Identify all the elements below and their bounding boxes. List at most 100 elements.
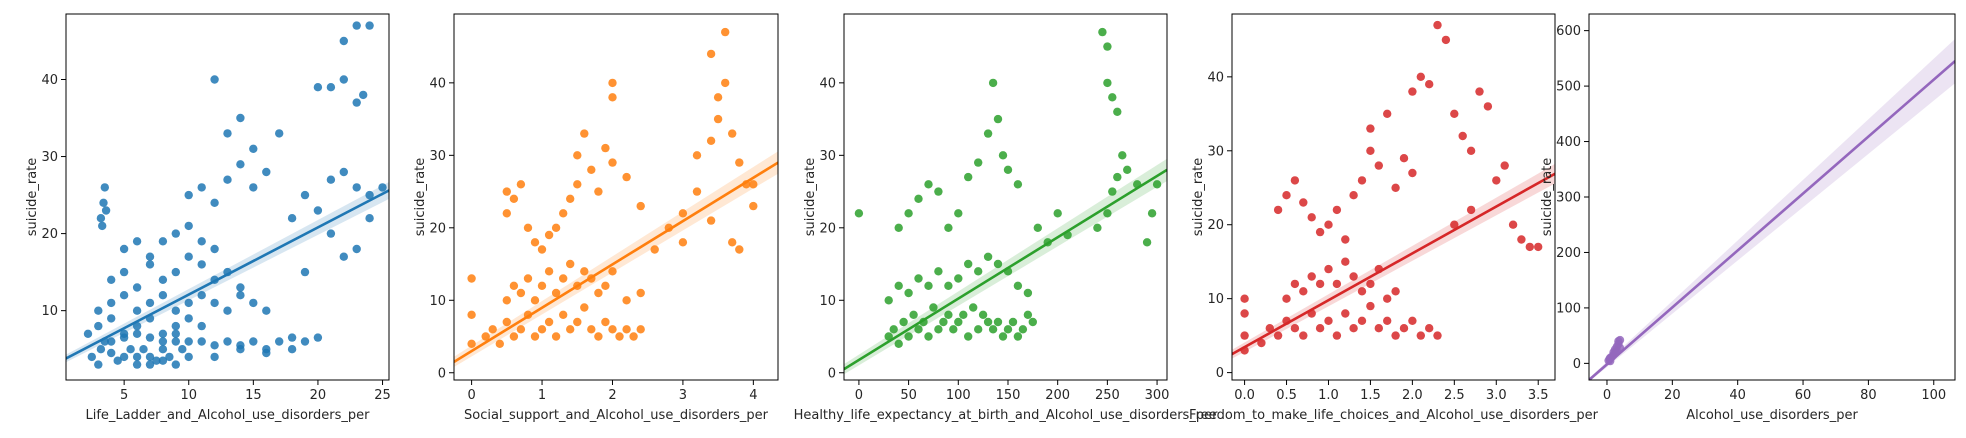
y-tick-label: 400 bbox=[1556, 135, 1581, 150]
data-point bbox=[964, 172, 973, 182]
data-point bbox=[636, 325, 645, 334]
data-point bbox=[171, 337, 180, 346]
data-point bbox=[1113, 172, 1122, 182]
data-point bbox=[749, 201, 758, 211]
data-point bbox=[119, 267, 129, 277]
data-point bbox=[544, 230, 554, 240]
data-point bbox=[735, 158, 744, 167]
data-point bbox=[993, 259, 1003, 269]
data-point bbox=[929, 303, 938, 312]
y-axis-label: suicide_rate bbox=[1191, 158, 1206, 237]
data-point bbox=[1282, 191, 1291, 200]
data-point bbox=[502, 296, 511, 305]
data-point bbox=[502, 187, 511, 196]
data-point bbox=[359, 90, 368, 100]
data-point bbox=[1307, 272, 1316, 281]
data-point bbox=[1013, 332, 1023, 341]
data-point bbox=[1357, 176, 1367, 185]
data-point bbox=[1525, 242, 1535, 252]
y-tick-label: 0 bbox=[828, 366, 836, 381]
data-point bbox=[467, 339, 476, 348]
data-point bbox=[1341, 235, 1350, 244]
data-point bbox=[692, 151, 702, 160]
y-axis-label: suicide_rate bbox=[413, 158, 428, 237]
data-point bbox=[1441, 35, 1451, 45]
data-point bbox=[249, 337, 258, 346]
x-tick-label: 0 bbox=[855, 388, 863, 403]
regression-line bbox=[844, 168, 1167, 371]
data-point bbox=[904, 209, 913, 218]
data-point bbox=[706, 136, 716, 145]
data-point bbox=[692, 187, 702, 196]
y-tick-label: 30 bbox=[41, 150, 58, 165]
data-point bbox=[1257, 338, 1266, 348]
data-point bbox=[713, 114, 723, 124]
data-point bbox=[210, 341, 219, 350]
x-axis-label: Alcohol_use_disorders_per bbox=[1686, 408, 1858, 423]
data-point bbox=[1517, 235, 1526, 244]
data-point bbox=[1466, 146, 1476, 155]
data-point bbox=[158, 329, 168, 338]
data-point bbox=[262, 167, 271, 177]
data-point bbox=[1492, 176, 1501, 185]
data-point bbox=[573, 317, 582, 327]
data-point bbox=[184, 252, 193, 261]
data-point bbox=[107, 275, 116, 284]
data-point bbox=[158, 356, 168, 365]
data-point bbox=[1425, 324, 1434, 333]
data-point bbox=[1299, 198, 1308, 207]
data-point bbox=[544, 267, 554, 276]
data-point bbox=[1399, 324, 1409, 333]
data-point bbox=[1098, 27, 1107, 37]
x-tick-label: 2.0 bbox=[1402, 388, 1423, 403]
data-point bbox=[749, 180, 758, 189]
x-tick-label: 0 bbox=[1603, 388, 1611, 403]
data-point bbox=[998, 151, 1008, 160]
data-point bbox=[171, 329, 180, 338]
data-point bbox=[969, 303, 978, 312]
x-tick-label: 20 bbox=[1664, 388, 1681, 403]
data-point bbox=[184, 337, 193, 346]
data-point bbox=[1023, 288, 1033, 298]
data-point bbox=[378, 183, 387, 192]
data-point bbox=[509, 194, 519, 203]
data-point bbox=[1324, 316, 1333, 325]
data-point bbox=[236, 345, 245, 354]
data-point bbox=[184, 352, 193, 362]
data-point bbox=[96, 345, 106, 354]
y-tick-label: 10 bbox=[41, 304, 58, 319]
data-point bbox=[622, 172, 631, 182]
data-point bbox=[1008, 317, 1018, 327]
data-point bbox=[1147, 209, 1157, 218]
data-point bbox=[884, 332, 893, 341]
data-point bbox=[601, 143, 610, 153]
data-point bbox=[1018, 325, 1028, 334]
y-tick-label: 40 bbox=[819, 76, 836, 91]
data-point bbox=[210, 244, 219, 254]
regression-line bbox=[66, 189, 389, 360]
data-point bbox=[608, 78, 617, 88]
data-point bbox=[998, 332, 1008, 341]
y-tick-label: 200 bbox=[1556, 246, 1581, 261]
data-point bbox=[139, 345, 148, 354]
data-point bbox=[197, 337, 206, 346]
data-point bbox=[495, 339, 504, 348]
y-axis-label: suicide_rate bbox=[803, 158, 818, 237]
data-point bbox=[1450, 109, 1459, 119]
data-point bbox=[1408, 168, 1417, 178]
data-point bbox=[197, 260, 206, 269]
data-point bbox=[249, 183, 258, 192]
data-point bbox=[706, 216, 716, 225]
regression-line bbox=[1232, 172, 1555, 356]
data-point bbox=[516, 325, 526, 334]
data-point bbox=[1273, 205, 1283, 215]
data-point bbox=[924, 281, 933, 290]
subplot-3: 0 50 100 150 200 250 300 0 10 20 30 40 Healthy_life_… bbox=[794, 13, 1218, 423]
data-point bbox=[275, 337, 284, 346]
data-point bbox=[275, 129, 284, 138]
y-tick-label: 10 bbox=[429, 294, 446, 309]
data-point bbox=[580, 303, 589, 312]
data-point bbox=[559, 274, 568, 283]
data-point bbox=[132, 329, 142, 338]
data-point bbox=[587, 165, 596, 174]
